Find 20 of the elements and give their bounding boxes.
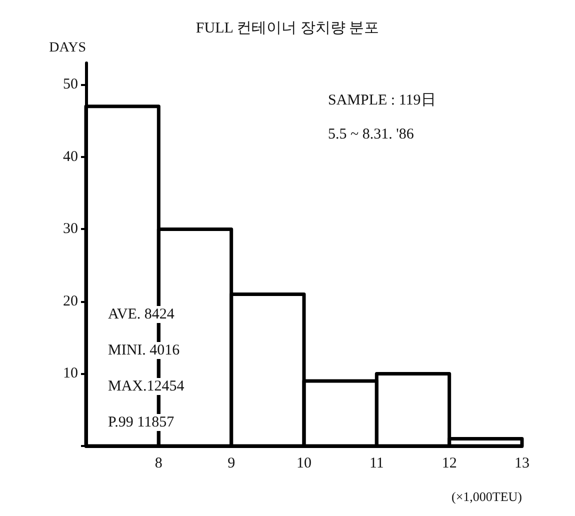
chart-title: FULL 컨테이너 장치량 분포 — [196, 20, 380, 36]
x-tick-label: 9 — [228, 456, 236, 472]
y-tick-label: 20 — [63, 293, 78, 310]
annotation: P.99 11857 — [108, 414, 175, 430]
y-tick-label: 30 — [63, 221, 78, 238]
annotation: MAX.12454 — [108, 378, 185, 394]
annotation: MINI. 4016 — [108, 342, 180, 358]
y-tick-label: 50 — [63, 76, 78, 93]
annotation: AVE. 8424 — [108, 306, 175, 322]
y-tick-label: 40 — [63, 148, 78, 165]
x-tick-label: 13 — [514, 456, 530, 472]
y-axis-title: DAYS — [49, 40, 86, 56]
x-axis-title: (×1,000TEU) — [451, 489, 522, 504]
x-tick-label: 10 — [296, 456, 312, 472]
x-tick-label: 11 — [369, 456, 384, 472]
annotation: 5.5 ~ 8.31. '86 — [328, 126, 414, 142]
x-tick-label: 8 — [154, 456, 162, 472]
y-tick-label: 10 — [63, 366, 78, 382]
annotation: SAMPLE : 119日 — [328, 92, 436, 108]
x-tick-label: 12 — [442, 456, 457, 472]
